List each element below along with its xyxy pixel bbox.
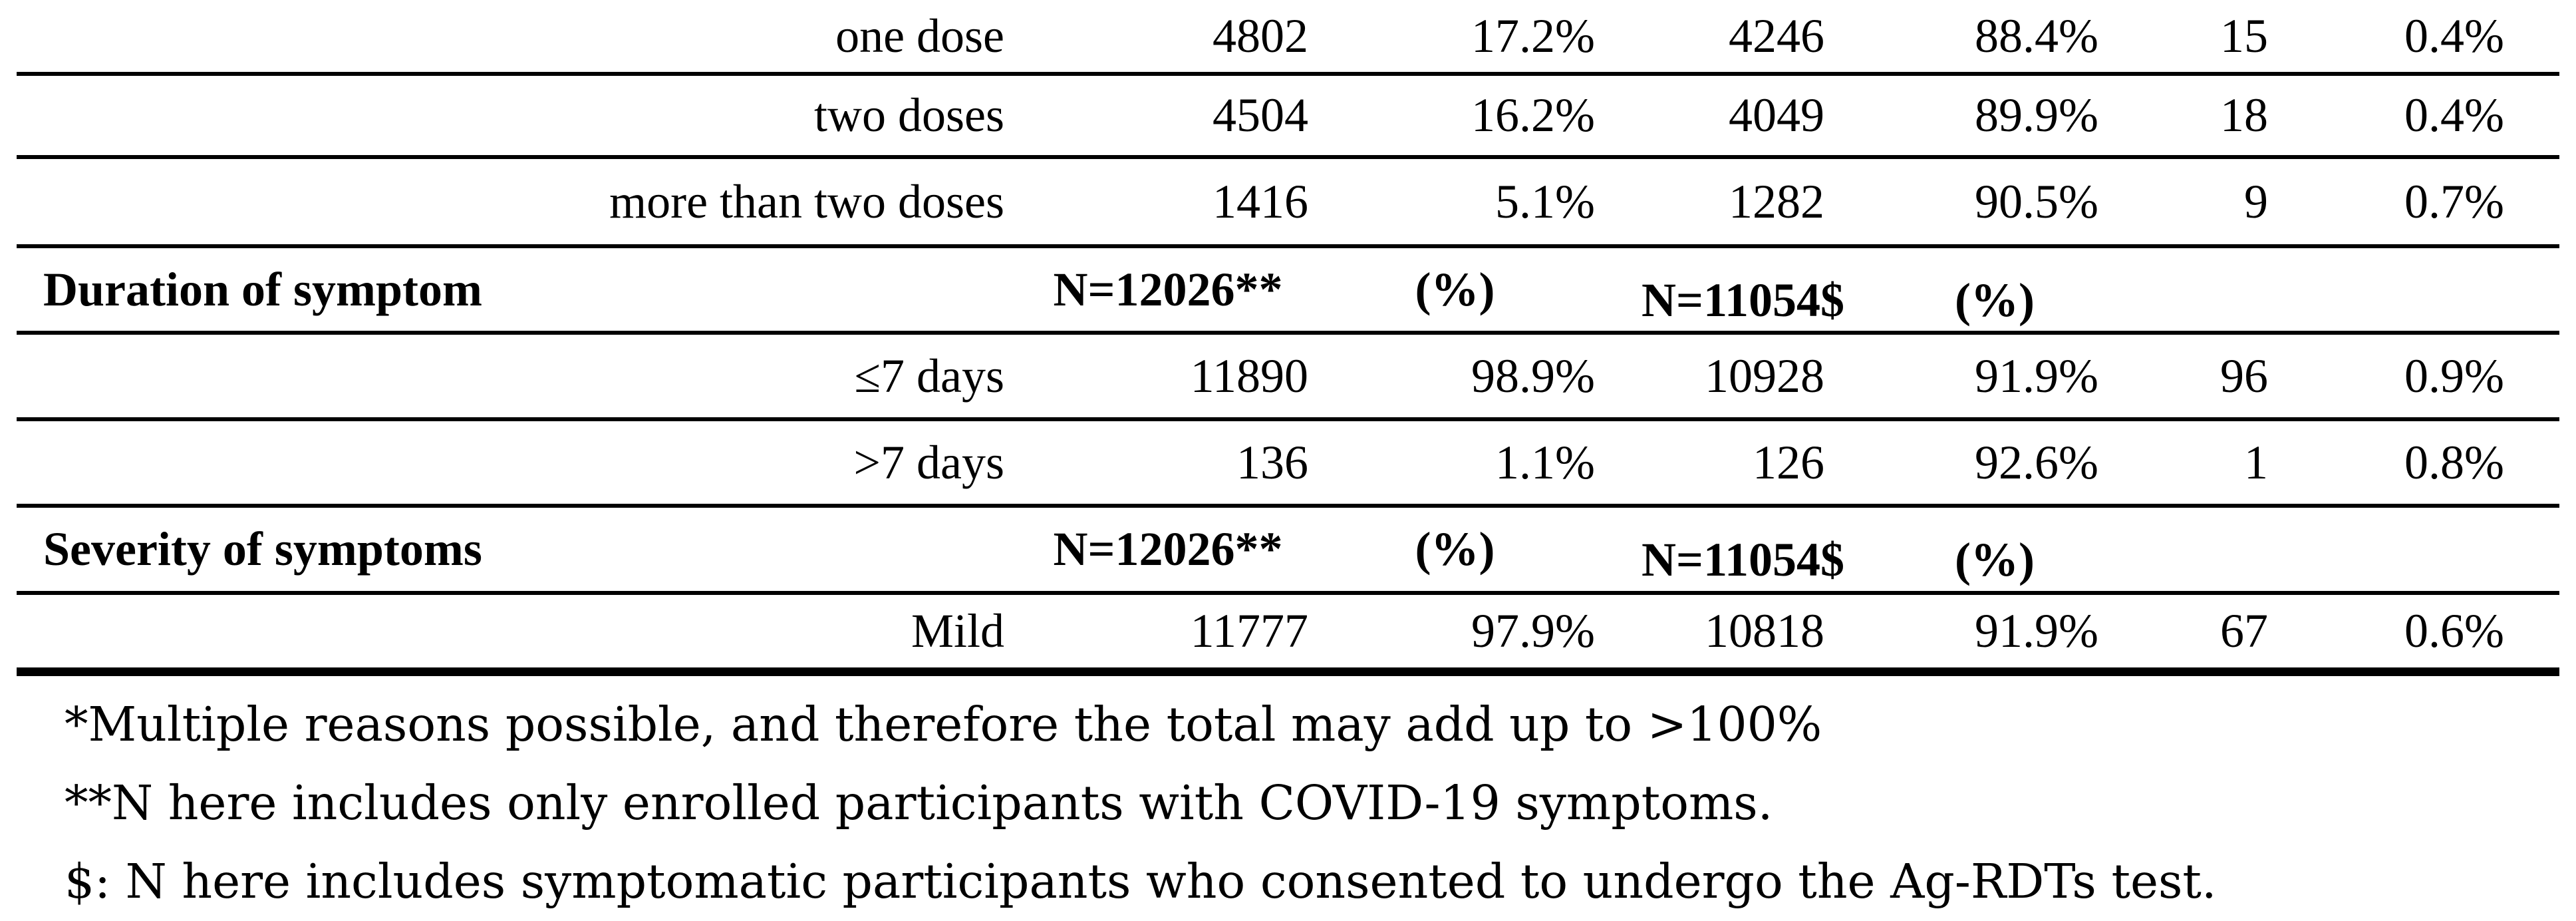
section-header-row-duration: Duration of symptom N=12026** (%) N=1105… bbox=[17, 248, 2559, 335]
table-row-one-dose: one dose 4802 17.2% 4246 88.4% 15 0.4% bbox=[17, 0, 2559, 76]
row-label: >7 days bbox=[853, 435, 1004, 489]
n-positive-value: 1 bbox=[2244, 435, 2268, 489]
n-enrolled-value: 136 bbox=[1236, 435, 1308, 489]
pct-enrolled-value: 97.9% bbox=[1471, 604, 1595, 657]
n-tested-value: 10928 bbox=[1705, 349, 1824, 403]
pct-tested-value: 89.9% bbox=[1975, 89, 2098, 142]
pct-tested-value: 91.9% bbox=[1975, 349, 2098, 403]
n-positive-value: 18 bbox=[2220, 89, 2268, 142]
n-tested-value: 10818 bbox=[1705, 604, 1824, 657]
pct-positive-value: 0.8% bbox=[2404, 435, 2504, 489]
col-header-pct: (%) bbox=[1955, 273, 2035, 327]
n-tested-value: 4246 bbox=[1729, 9, 1824, 63]
footnote-n-consented-agrdt: $: N here includes symptomatic participa… bbox=[65, 854, 2217, 909]
pct-enrolled-value: 16.2% bbox=[1471, 89, 1595, 142]
col-header-n-tested: N=11054$ bbox=[1641, 533, 1845, 586]
pct-enrolled-value: 1.1% bbox=[1495, 435, 1595, 489]
pct-tested-value: 92.6% bbox=[1975, 435, 2098, 489]
col-header-pct: (%) bbox=[1415, 522, 1495, 576]
table-row-two-doses: two doses 4504 16.2% 4049 89.9% 18 0.4% bbox=[17, 76, 2559, 159]
row-label: two doses bbox=[814, 89, 1004, 142]
pct-enrolled-value: 98.9% bbox=[1471, 349, 1595, 403]
pct-positive-value: 0.4% bbox=[2404, 89, 2504, 142]
table-row-mild: Mild 11777 97.9% 10818 91.9% 67 0.6% bbox=[17, 595, 2559, 676]
pct-positive-value: 0.6% bbox=[2404, 604, 2504, 657]
table-row-gt-7-days: >7 days 136 1.1% 126 92.6% 1 0.8% bbox=[17, 421, 2559, 508]
n-positive-value: 15 bbox=[2220, 9, 2268, 63]
section-title: Duration of symptom bbox=[43, 262, 482, 316]
n-tested-value: 1282 bbox=[1729, 174, 1824, 228]
pct-tested-value: 88.4% bbox=[1975, 9, 2098, 63]
col-header-pct: (%) bbox=[1415, 262, 1495, 316]
n-enrolled-value: 1416 bbox=[1213, 174, 1308, 228]
col-header-n-enrolled: N=12026** bbox=[1053, 262, 1283, 316]
row-label: one dose bbox=[835, 9, 1004, 63]
col-header-pct: (%) bbox=[1955, 533, 2035, 586]
pct-tested-value: 90.5% bbox=[1975, 174, 2098, 228]
row-label: ≤7 days bbox=[854, 349, 1005, 403]
table-row-le-7-days: ≤7 days 11890 98.9% 10928 91.9% 96 0.9% bbox=[17, 335, 2559, 421]
n-positive-value: 9 bbox=[2244, 174, 2268, 228]
row-label: Mild bbox=[911, 604, 1004, 657]
n-tested-value: 126 bbox=[1753, 435, 1824, 489]
row-label: more than two doses bbox=[609, 174, 1004, 228]
n-enrolled-value: 4802 bbox=[1213, 9, 1308, 63]
pct-positive-value: 0.4% bbox=[2404, 9, 2504, 63]
pct-tested-value: 91.9% bbox=[1975, 604, 2098, 657]
footnote-multiple-reasons: *Multiple reasons possible, and therefor… bbox=[65, 697, 1822, 752]
pct-positive-value: 0.9% bbox=[2404, 349, 2504, 403]
footnote-n-enrolled-symptomatic: **N here includes only enrolled particip… bbox=[65, 775, 1773, 830]
col-header-n-tested: N=11054$ bbox=[1641, 273, 1845, 327]
pct-enrolled-value: 17.2% bbox=[1471, 9, 1595, 63]
col-header-n-enrolled: N=12026** bbox=[1053, 522, 1283, 576]
pct-positive-value: 0.7% bbox=[2404, 174, 2504, 228]
n-enrolled-value: 4504 bbox=[1213, 89, 1308, 142]
n-enrolled-value: 11890 bbox=[1190, 349, 1308, 403]
n-positive-value: 67 bbox=[2220, 604, 2268, 657]
n-tested-value: 4049 bbox=[1729, 89, 1824, 142]
n-enrolled-value: 11777 bbox=[1190, 604, 1308, 657]
section-header-row-severity: Severity of symptoms N=12026** (%) N=110… bbox=[17, 508, 2559, 595]
results-table: one dose 4802 17.2% 4246 88.4% 15 0.4% t… bbox=[17, 0, 2559, 676]
table-row-more-than-two-doses: more than two doses 1416 5.1% 1282 90.5%… bbox=[17, 159, 2559, 248]
section-title: Severity of symptoms bbox=[43, 522, 482, 576]
n-positive-value: 96 bbox=[2220, 349, 2268, 403]
pct-enrolled-value: 5.1% bbox=[1495, 174, 1595, 228]
paper-table-page: { "page": { "background": "#ffffff", "te… bbox=[17, 0, 2559, 909]
